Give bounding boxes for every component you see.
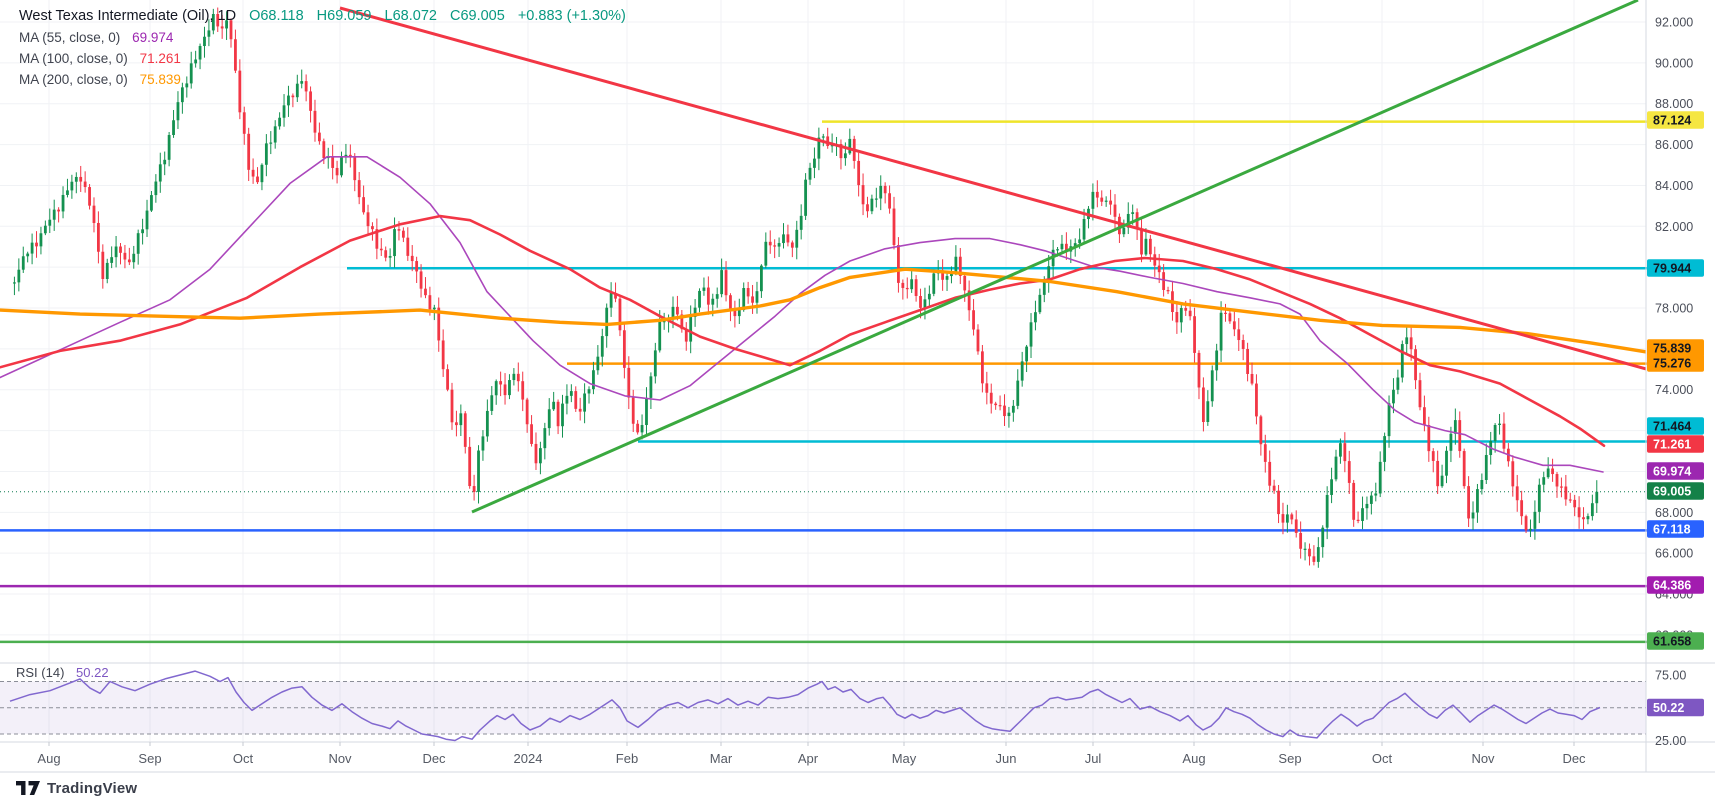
svg-text:50.22: 50.22 [1653, 701, 1684, 715]
trendline-green[interactable] [471, 0, 1639, 514]
ma-55-line [0, 156, 1604, 473]
svg-text:61.658: 61.658 [1653, 635, 1691, 649]
svg-text:Jun: Jun [996, 751, 1017, 766]
svg-text:Sep: Sep [1278, 751, 1301, 766]
svg-text:Dec: Dec [1562, 751, 1586, 766]
price-axis[interactable]: 92.000 90.000 88.000 86.000 84.000 82.000 78.0… [1647, 16, 1704, 749]
horizontal-levels [0, 120, 1651, 644]
rsi-pane [0, 670, 1646, 742]
pane-borders [0, 0, 1715, 773]
grid-lines [0, 0, 1646, 742]
svg-text:79.944: 79.944 [1653, 262, 1691, 276]
svg-text:25.00: 25.00 [1655, 734, 1686, 748]
svg-text:88.000: 88.000 [1655, 97, 1693, 111]
svg-text:82.000: 82.000 [1655, 220, 1693, 234]
tradingview-logo[interactable]: TradingView [16, 780, 137, 797]
svg-text:Oct: Oct [1372, 751, 1393, 766]
svg-text:Mar: Mar [710, 751, 733, 766]
svg-text:74.000: 74.000 [1655, 383, 1693, 397]
trendline-red[interactable] [339, 6, 1650, 371]
svg-text:75.00: 75.00 [1655, 669, 1686, 683]
tradingview-logo-icon [16, 781, 40, 795]
svg-text:2024: 2024 [514, 751, 543, 766]
svg-text:84.000: 84.000 [1655, 179, 1693, 193]
svg-text:68.000: 68.000 [1655, 506, 1693, 520]
svg-text:75.839: 75.839 [1653, 342, 1691, 356]
svg-text:69.974: 69.974 [1653, 465, 1691, 479]
svg-text:67.118: 67.118 [1653, 523, 1691, 537]
svg-text:66.000: 66.000 [1655, 547, 1693, 561]
tradingview-logo-text: TradingView [47, 780, 138, 797]
svg-text:Sep: Sep [138, 751, 161, 766]
svg-text:Jul: Jul [1085, 751, 1102, 766]
svg-text:Oct: Oct [233, 751, 254, 766]
svg-text:71.464: 71.464 [1653, 420, 1691, 434]
svg-text:92.000: 92.000 [1655, 16, 1693, 30]
svg-text:May: May [892, 751, 917, 766]
svg-text:86.000: 86.000 [1655, 138, 1693, 152]
svg-text:71.261: 71.261 [1653, 438, 1691, 452]
svg-text:75.276: 75.276 [1653, 357, 1691, 371]
svg-text:Aug: Aug [1182, 751, 1205, 766]
svg-text:Nov: Nov [328, 751, 352, 766]
candles-series[interactable] [13, 7, 1599, 568]
svg-text:90.000: 90.000 [1655, 56, 1693, 70]
svg-text:Dec: Dec [422, 751, 446, 766]
svg-text:69.005: 69.005 [1653, 485, 1691, 499]
svg-text:64.386: 64.386 [1653, 579, 1691, 593]
time-axis[interactable]: Aug Sep Oct Nov Dec 2024 Feb Mar Apr May Jun Jul Aug… [37, 742, 1586, 766]
svg-text:Feb: Feb [616, 751, 638, 766]
svg-text:Nov: Nov [1471, 751, 1495, 766]
svg-text:78.000: 78.000 [1655, 302, 1693, 316]
ma-100-line [0, 214, 1606, 448]
svg-text:Apr: Apr [798, 751, 819, 766]
svg-text:87.124: 87.124 [1653, 114, 1691, 128]
svg-text:Aug: Aug [37, 751, 60, 766]
ma-200-line [0, 267, 1646, 354]
